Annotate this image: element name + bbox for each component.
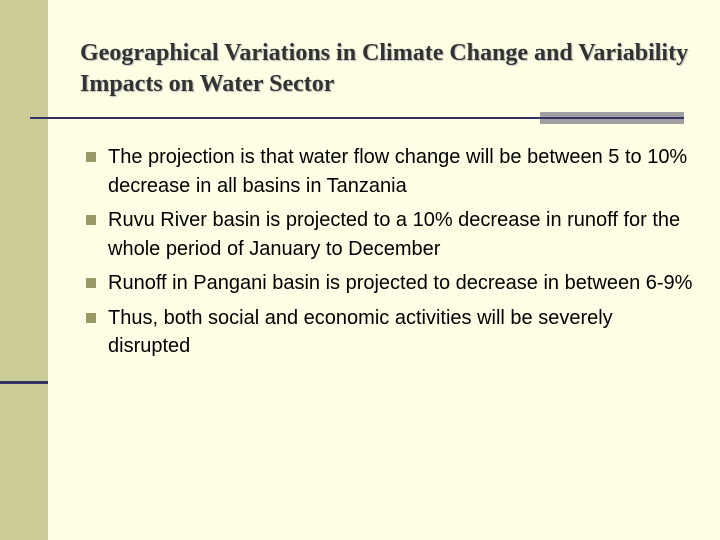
sidebar [0,0,48,540]
bullet: Ruvu River basin is projected to a 10% d… [86,206,696,263]
bullet: Runoff in Pangani basin is projected to … [86,269,696,298]
slide-title: Geographical Variations in Climate Chang… [80,40,689,97]
bullet: Thus, both social and economic activitie… [86,304,696,361]
title-rule [30,117,540,119]
title-rule-line [540,117,684,119]
bullet: The projection is that water flow change… [86,143,696,200]
bullet-list: The projection is that water flow change… [86,143,696,367]
sidebar-line [0,381,48,384]
